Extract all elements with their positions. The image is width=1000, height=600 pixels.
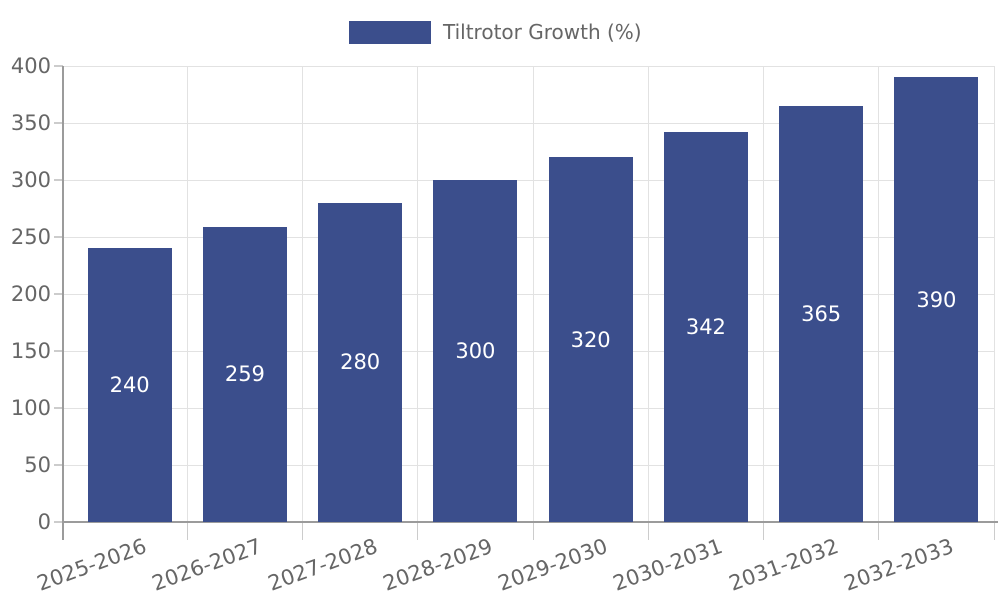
gridline-vertical bbox=[647, 66, 649, 522]
gridline-horizontal bbox=[63, 122, 994, 124]
x-tick-label: 2027-2028 bbox=[264, 534, 381, 596]
bar-2030-2031[interactable] bbox=[663, 132, 748, 522]
x-tick-label: 2029-2030 bbox=[495, 534, 611, 596]
y-axis-tick bbox=[54, 350, 63, 352]
bar-value-label: 259 bbox=[224, 362, 265, 387]
y-axis-tick bbox=[54, 236, 63, 238]
x-axis-tick bbox=[878, 522, 880, 540]
x-axis-tick bbox=[417, 522, 419, 540]
bar-value-label: 240 bbox=[109, 373, 150, 398]
x-axis-tick bbox=[993, 522, 995, 540]
gridline-horizontal bbox=[63, 65, 994, 67]
gridline-horizontal bbox=[63, 350, 994, 352]
y-tick-label: 50 bbox=[24, 453, 51, 477]
bar-value-label: 390 bbox=[916, 287, 957, 312]
gridline-vertical bbox=[186, 66, 188, 522]
y-axis-tick bbox=[54, 179, 63, 181]
x-axis-tick bbox=[186, 522, 188, 540]
bar-2028-2029[interactable] bbox=[433, 180, 518, 522]
x-axis-tick bbox=[647, 522, 649, 540]
gridline-vertical bbox=[993, 66, 995, 522]
y-tick-label: 150 bbox=[10, 339, 51, 363]
x-axis-tick bbox=[763, 522, 764, 540]
gridline-horizontal bbox=[63, 179, 994, 181]
legend-swatch bbox=[349, 20, 431, 44]
bar-value-label: 280 bbox=[340, 350, 381, 375]
y-tick-label: 250 bbox=[10, 225, 51, 249]
y-axis-tick bbox=[54, 122, 63, 124]
bar-2025-2026[interactable] bbox=[87, 248, 172, 522]
bar-2029-2030[interactable] bbox=[548, 157, 633, 522]
y-tick-label: 350 bbox=[10, 111, 51, 135]
x-axis-line bbox=[63, 521, 998, 523]
x-tick-label: 2026-2027 bbox=[149, 534, 266, 596]
gridline-vertical bbox=[763, 66, 764, 522]
x-tick-label: 2025-2026 bbox=[34, 534, 150, 596]
y-axis-line bbox=[62, 66, 64, 540]
gridline-vertical bbox=[532, 66, 534, 522]
gridline-horizontal bbox=[63, 407, 994, 409]
gridline-vertical bbox=[878, 66, 880, 522]
y-axis-tick bbox=[54, 65, 63, 67]
y-tick-label: 0 bbox=[37, 510, 51, 534]
bar-value-label: 320 bbox=[570, 327, 611, 352]
y-axis-tick bbox=[54, 407, 63, 409]
y-tick-label: 300 bbox=[10, 168, 51, 192]
x-axis-tick bbox=[302, 522, 303, 540]
bar-2032-2033[interactable] bbox=[894, 77, 979, 522]
x-tick-label: 2030-2031 bbox=[610, 534, 727, 596]
gridline-horizontal bbox=[63, 236, 994, 238]
y-tick-label: 200 bbox=[10, 282, 51, 306]
bar-2031-2032[interactable] bbox=[779, 105, 864, 522]
x-axis-tick bbox=[532, 522, 534, 540]
bar-2027-2028[interactable] bbox=[318, 202, 403, 522]
bar-2026-2027[interactable] bbox=[202, 226, 287, 522]
y-tick-label: 100 bbox=[10, 396, 51, 420]
legend-label: Tiltrotor Growth (%) bbox=[443, 20, 642, 44]
bar-value-label: 365 bbox=[801, 301, 842, 326]
y-tick-label: 400 bbox=[10, 54, 51, 78]
bar-value-label: 342 bbox=[685, 315, 726, 340]
gridline-horizontal bbox=[63, 464, 994, 466]
y-axis-tick bbox=[54, 293, 63, 295]
y-axis-tick bbox=[54, 464, 63, 466]
gridline-horizontal bbox=[63, 293, 994, 295]
legend-item[interactable]: Tiltrotor Growth (%) bbox=[349, 20, 642, 44]
gridline-vertical bbox=[302, 66, 303, 522]
gridline-vertical bbox=[417, 66, 419, 522]
x-tick-label: 2032-2033 bbox=[840, 534, 957, 596]
y-axis-tick bbox=[54, 521, 63, 523]
bar-value-label: 300 bbox=[455, 339, 496, 363]
x-tick-label: 2028-2029 bbox=[379, 534, 496, 596]
x-tick-label: 2031-2032 bbox=[725, 534, 842, 596]
